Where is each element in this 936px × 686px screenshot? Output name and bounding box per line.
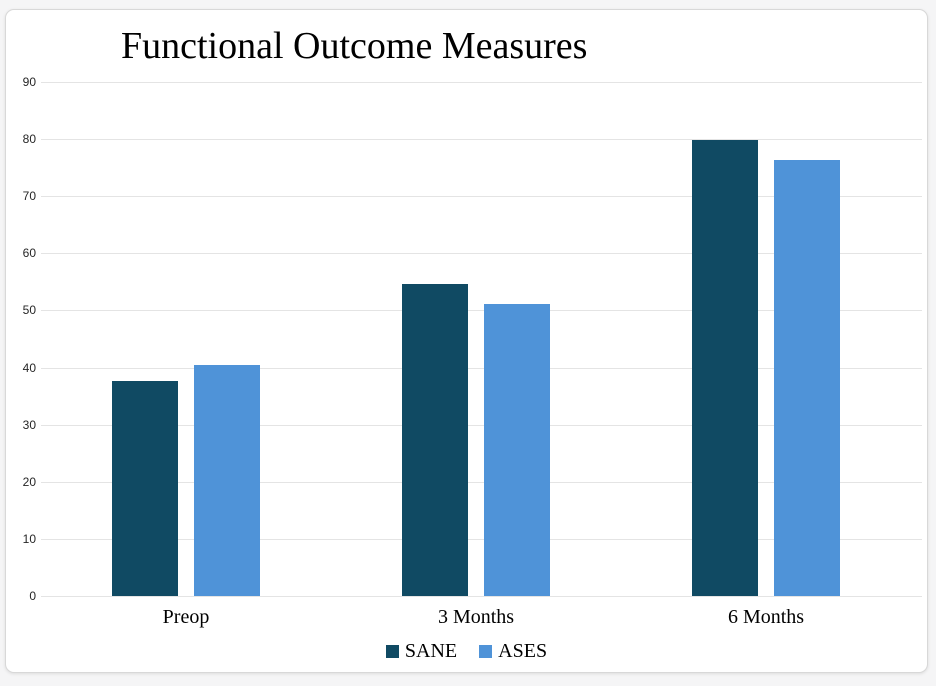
gridline-70 xyxy=(41,196,922,198)
gridline-90 xyxy=(41,82,922,83)
gridline-10 xyxy=(41,538,922,540)
bar-ases-preop xyxy=(194,364,260,596)
legend-label-ases: ASES xyxy=(498,640,548,662)
legend: SANE ASES xyxy=(6,640,927,663)
bar-ases-3-months xyxy=(484,304,550,596)
legend-label-sane: SANE xyxy=(404,640,458,662)
legend-swatch-icon-sane xyxy=(385,645,399,658)
legend-swatch-icon-ases xyxy=(479,645,493,658)
y-axis: 0 10 20 30 40 50 60 70 80 90 xyxy=(6,75,36,603)
plot-area xyxy=(41,82,922,597)
gridline-50 xyxy=(41,310,922,312)
x-axis-label-preop: Preop xyxy=(162,606,210,628)
y-axis-tick-label-90: 90 xyxy=(22,75,36,89)
chart-title: Functional Outcome Measures xyxy=(121,25,588,67)
legend-item-sane: SANE xyxy=(385,640,458,663)
bar-sane-6-months xyxy=(692,139,758,596)
bar-group-preop xyxy=(41,82,331,596)
bar-sane-3-months xyxy=(402,284,468,596)
y-axis-tick-label-20: 20 xyxy=(22,474,36,489)
y-axis-tick-label-80: 80 xyxy=(22,132,36,147)
bar-sane-preop xyxy=(112,381,178,596)
gridline-20 xyxy=(41,481,922,483)
y-axis-tick-label-10: 10 xyxy=(22,531,36,546)
y-axis-tick-label-50: 50 xyxy=(22,303,36,318)
y-axis-tick-label-60: 60 xyxy=(22,246,36,261)
x-axis-label-3-months: 3 Months xyxy=(437,606,515,628)
bars-area xyxy=(41,82,911,596)
bar-group-3-months xyxy=(331,82,621,596)
gridline-0 xyxy=(41,596,922,597)
gridline-80 xyxy=(41,139,922,141)
y-axis-tick-label-70: 70 xyxy=(22,189,36,204)
x-axis-label-6-months: 6 Months xyxy=(727,606,805,628)
x-axis: Preop 3 Months 6 Months xyxy=(41,606,911,629)
legend-item-ases: ASES xyxy=(479,640,547,663)
gridline-60 xyxy=(41,253,922,255)
gridline-30 xyxy=(41,424,922,426)
bar-group-6-months xyxy=(621,82,911,596)
bar-ases-6-months xyxy=(774,159,840,596)
y-axis-tick-label-0: 0 xyxy=(29,589,36,603)
y-axis-tick-label-40: 40 xyxy=(22,360,36,375)
chart-card: Functional Outcome Measures 0 10 20 30 40 50 6… xyxy=(5,9,928,673)
y-axis-tick-label-30: 30 xyxy=(22,417,36,432)
gridline-40 xyxy=(41,367,922,369)
